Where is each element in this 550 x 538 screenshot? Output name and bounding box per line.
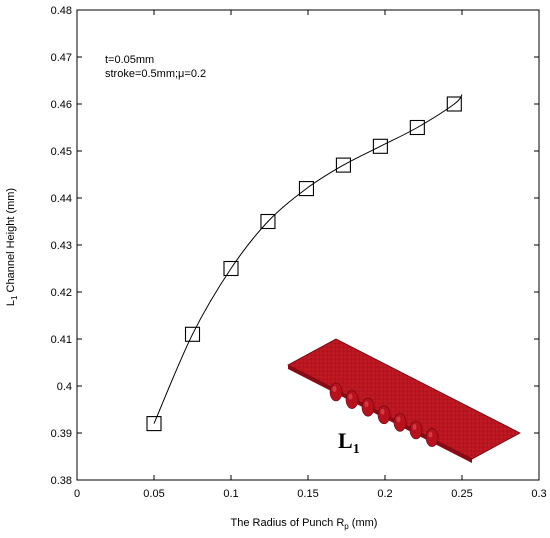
inset-die-model: L1: [287, 338, 521, 463]
data-point-marker: [409, 119, 425, 136]
inset-ridge: [345, 390, 359, 409]
series-line: [153, 94, 463, 424]
inset-ridge: [377, 405, 391, 425]
y-tick-label: 0.39: [51, 428, 72, 440]
y-tick-label: 0.48: [51, 5, 72, 17]
annotation-thickness: t=0.05mm: [105, 54, 154, 66]
y-tick-label: 0.43: [51, 240, 72, 252]
data-point-marker: [184, 326, 201, 342]
inset-ridge-highlight: [428, 431, 433, 438]
data-point-marker: [223, 260, 239, 277]
inset-ridge-highlight: [332, 386, 337, 392]
data-point-marker: [446, 96, 462, 112]
y-axis-title: L1 Channel Height (mm): [5, 188, 19, 306]
x-axis-title: The Radius of Punch Rp (mm): [231, 517, 378, 531]
x-tick-label: 0: [74, 488, 80, 500]
y-tick-label: 0.47: [51, 52, 72, 64]
x-tick-label: 0.15: [297, 488, 318, 500]
y-tick-label: 0.42: [51, 287, 72, 299]
inset-ridge-highlight: [348, 393, 353, 400]
y-tick-label: 0.45: [51, 146, 72, 158]
inset-ridge-highlight: [396, 416, 401, 423]
series-layer: [146, 94, 463, 432]
data-point-marker: [298, 181, 315, 197]
annotation-stroke-friction: stroke=0.5mm;μ=0.2: [105, 68, 206, 80]
inset-ridges: [329, 382, 439, 447]
inset-ridge-highlight: [380, 408, 385, 415]
y-tick-label: 0.46: [51, 99, 72, 111]
inset-ridge-highlight: [412, 424, 417, 430]
y-tick-label: 0.38: [51, 475, 72, 487]
data-point-marker: [146, 416, 162, 432]
x-tick-label: 0.05: [143, 488, 164, 500]
x-tick-label: 0.2: [377, 488, 392, 500]
data-point-marker: [260, 213, 276, 230]
inset-ridge: [425, 428, 439, 447]
y-tick-label: 0.4: [57, 381, 72, 393]
inset-label: L1: [338, 428, 360, 457]
inset-ridge-highlight: [364, 401, 369, 408]
ticks: 0 0.05 0.1 0.15 0.2 0.25 0.3 0.38 0.39 0.4 0.41 0.4…: [51, 5, 547, 500]
inset-ridge: [329, 382, 343, 402]
inset-ridge: [409, 420, 423, 440]
x-tick-label: 0.1: [223, 488, 238, 500]
x-tick-label: 0.3: [531, 488, 546, 500]
y-tick-label: 0.44: [51, 193, 72, 205]
data-point-marker: [335, 157, 351, 173]
y-tick-label: 0.41: [51, 334, 72, 346]
data-point-marker: [372, 138, 388, 154]
inset-ridge: [361, 397, 375, 417]
inset-ridge: [393, 413, 407, 432]
x-tick-label: 0.25: [451, 488, 472, 500]
inset-plate-top: [287, 338, 521, 460]
